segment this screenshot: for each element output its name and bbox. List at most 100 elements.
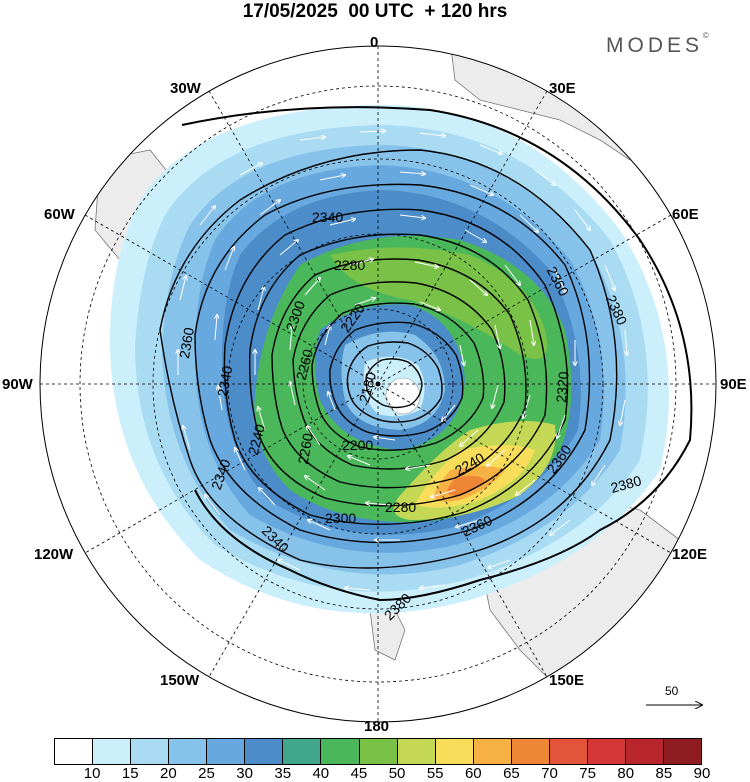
- wind-arrow: [479, 144, 502, 154]
- wind-arrow: [299, 137, 325, 141]
- wind-arrow: [620, 399, 626, 425]
- wind-arrow: [308, 520, 331, 531]
- modes-logo: MODES©: [606, 31, 709, 58]
- reference-vector: 50: [644, 684, 704, 724]
- wind-arrow: [290, 382, 296, 406]
- wind-arrow: [374, 437, 396, 441]
- wind-arrow: [504, 264, 520, 285]
- colorbar-tick-label: 50: [388, 765, 406, 782]
- wind-arrow: [218, 386, 223, 411]
- wind-arrow: [574, 209, 590, 230]
- contour-2200: [346, 341, 443, 423]
- colorbar-swatch: [359, 739, 398, 764]
- wind-arrow: [307, 426, 321, 446]
- contour-label: 2340: [312, 209, 343, 225]
- wind-arrow: [199, 206, 215, 226]
- copyright-mark: ©: [703, 31, 709, 40]
- contour-label: 2380: [609, 472, 643, 496]
- colorbar-tick-label: 25: [198, 765, 215, 782]
- wind-arrow: [419, 301, 440, 310]
- wind-arrow: [534, 169, 555, 185]
- wind-arrow: [459, 344, 464, 365]
- wind-arrow: [290, 326, 292, 351]
- wind-arrow: [399, 214, 425, 218]
- wind-arrow: [523, 394, 531, 418]
- colorbar-swatch: [245, 739, 284, 764]
- wind-arrow: [304, 278, 320, 296]
- colorbar-tick-label: 45: [350, 765, 368, 782]
- wind-arrow: [460, 429, 479, 446]
- lon-label-150w: 150W: [160, 672, 200, 689]
- wind-arrow: [179, 276, 186, 301]
- wind-arrow: [329, 219, 355, 226]
- latitude-circle: [152, 158, 604, 610]
- colorbar-swatch: [625, 739, 664, 764]
- wind-arrow: [456, 519, 481, 527]
- colorbar-tick-label: 30: [236, 765, 253, 782]
- wind-arrow: [625, 329, 627, 355]
- colorbar-tick-label: 20: [160, 765, 177, 782]
- lon-label-30e: 30E: [549, 80, 576, 97]
- lon-label-30w: 30W: [170, 80, 201, 97]
- colorbar-tick-label: 55: [426, 765, 444, 782]
- contour-2280: [271, 258, 527, 489]
- wind-arrow: [359, 131, 385, 132]
- wind-vectors: [178, 131, 627, 590]
- contour-label: 2180: [356, 370, 380, 404]
- map-title: 17/05/2025 00 UTC + 120 hrs: [242, 1, 508, 22]
- brand-text: MODES: [606, 34, 704, 57]
- contour-2180: [365, 358, 423, 409]
- map-disc: [40, 46, 716, 722]
- wind-arrow: [348, 456, 371, 466]
- lon-label-120e: 120E: [672, 546, 708, 563]
- wind-arrow: [419, 132, 445, 136]
- contour-2260: [292, 281, 506, 470]
- colorbar-swatch: [207, 739, 246, 764]
- colorbar-swatch: [435, 739, 474, 764]
- contour-label: 2320: [553, 371, 572, 404]
- wind-arrow: [464, 229, 486, 242]
- colorbar-swatch: [397, 739, 436, 764]
- wind-arrow: [328, 392, 336, 411]
- colorbar: [54, 738, 702, 765]
- contour-2320: [223, 208, 569, 526]
- contour-2360: [159, 149, 618, 569]
- colorbar-swatch: [283, 739, 322, 764]
- wind-arrow: [259, 488, 276, 506]
- wind-arrow: [592, 464, 606, 485]
- contour-2300: [248, 233, 548, 507]
- colorbar-swatch: [55, 739, 94, 764]
- contour-label: 2280: [334, 257, 365, 273]
- wind-arrow: [235, 448, 246, 471]
- wind-arrow: [604, 264, 615, 290]
- colorbar-swatch: [169, 739, 208, 764]
- wind-arrow: [414, 261, 438, 267]
- colorbar-tick-label: 40: [312, 765, 330, 782]
- contour-label: 2340: [214, 364, 235, 398]
- colorbar-swatch: [93, 739, 132, 764]
- contour-label: 2240: [245, 422, 269, 456]
- lon-label-60w: 60W: [44, 206, 75, 223]
- wind-arrow: [354, 298, 375, 306]
- contour-2380: [181, 106, 693, 602]
- wind-arrow: [239, 163, 262, 176]
- wind-arrow: [279, 240, 298, 256]
- wind-arrow: [278, 560, 301, 571]
- contour-label: 2360: [176, 326, 197, 360]
- wind-arrow: [492, 384, 499, 408]
- wind-arrow: [205, 495, 221, 516]
- wind-arrow: [305, 476, 326, 491]
- colorbar-tick-label: 80: [617, 765, 635, 782]
- contour-label: 2200: [342, 437, 373, 453]
- lon-label-90w: 90W: [2, 376, 33, 393]
- wind-arrow: [406, 464, 431, 469]
- contour-label: 2260: [295, 432, 316, 466]
- south-pole-marker: [375, 381, 381, 387]
- wind-arrow: [349, 259, 373, 266]
- wind-arrow: [557, 414, 566, 438]
- geopotential-contours: [159, 106, 693, 602]
- colorbar-swatch: [664, 739, 702, 764]
- colorbar-swatch: [473, 739, 512, 764]
- contour-label: 2300: [325, 510, 356, 526]
